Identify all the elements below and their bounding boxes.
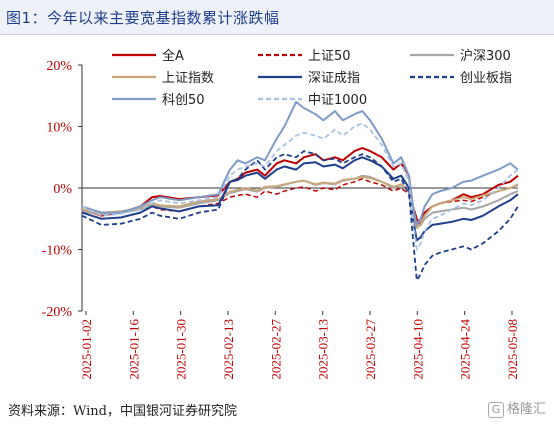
series-line [81,156,519,242]
series-line [81,175,519,229]
legend-label: 沪深300 [460,48,511,64]
x-tick-label: 2025-04-24 [458,319,473,380]
x-tick-label: 2025-03-13 [316,319,331,380]
y-tick-label: 0% [53,182,72,197]
y-tick-label: -20% [42,305,73,320]
legend-label: 全A [162,48,184,64]
x-tick-label: 2025-01-02 [79,319,94,380]
chart-title-bar: 图1：今年以来主要宽基指数累计涨跌幅 [0,0,554,35]
series-line [81,122,519,251]
legend-label: 上证50 [308,49,351,64]
chart-title: 图1：今年以来主要宽基指数累计涨跌幅 [6,9,280,27]
series-line [81,150,519,282]
source-note: 资料来源：Wind，中国银河证券研究院 [8,404,237,419]
series-line [81,100,519,226]
legend-label: 中证1000 [308,93,367,108]
x-tick-label: 2025-03-27 [363,319,378,380]
y-tick-label: 20% [46,59,72,74]
legend-label: 科创50 [162,93,205,108]
x-tick-label: 2025-02-13 [221,319,236,380]
x-tick-label: 2025-01-30 [174,319,189,380]
legend-label: 创业板指 [460,71,512,86]
legend-label: 上证指数 [162,71,214,86]
watermark-logo: G 格隆汇 [487,398,546,418]
y-tick-label: 10% [46,121,72,136]
y-tick-label: -10% [42,244,73,259]
legend-label: 深证成指 [308,71,360,86]
x-tick-label: 2025-02-27 [268,319,283,380]
x-tick-label: 2025-05-08 [505,319,520,380]
x-tick-label: 2025-04-10 [410,319,425,380]
line-chart: 20% 10% 0% -10% -20% 2025-01-02 2025-01-16 2025… [42,48,520,380]
x-tick-label: 2025-01-16 [126,319,141,380]
